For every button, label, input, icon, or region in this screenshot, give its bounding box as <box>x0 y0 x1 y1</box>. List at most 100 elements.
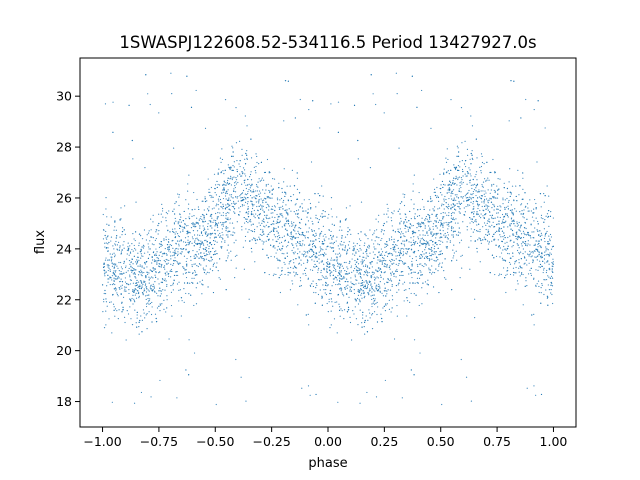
data-point <box>228 166 231 169</box>
data-point <box>226 183 228 185</box>
data-point <box>223 189 225 191</box>
data-point <box>422 282 424 284</box>
data-point <box>498 246 500 248</box>
data-point <box>195 303 198 305</box>
data-point <box>188 203 190 205</box>
data-point <box>362 260 364 262</box>
data-point <box>229 167 231 170</box>
data-point <box>386 251 388 253</box>
data-point <box>298 227 300 229</box>
data-point <box>159 304 162 306</box>
data-point <box>291 280 293 282</box>
data-point <box>419 208 421 210</box>
data-point <box>506 248 509 250</box>
data-point <box>337 245 339 247</box>
data-point <box>231 145 233 147</box>
data-point <box>398 259 400 262</box>
data-point <box>294 266 297 269</box>
data-point <box>216 223 218 225</box>
data-point <box>145 291 148 293</box>
data-point <box>261 220 263 222</box>
data-point <box>430 248 432 251</box>
data-point <box>540 246 542 249</box>
data-point <box>103 263 105 265</box>
data-point <box>456 259 458 261</box>
data-point <box>225 204 227 206</box>
data-point <box>529 269 531 271</box>
data-point <box>515 210 517 212</box>
data-point <box>214 253 216 255</box>
data-point <box>483 217 486 219</box>
data-point <box>296 188 299 190</box>
data-point <box>398 231 400 234</box>
data-point <box>350 286 353 288</box>
data-point <box>508 181 510 183</box>
data-point <box>482 209 484 211</box>
data-point <box>279 220 281 222</box>
data-point <box>246 158 248 161</box>
data-point <box>509 225 511 227</box>
data-point <box>158 283 160 285</box>
data-point <box>480 153 483 155</box>
data-point <box>140 269 142 271</box>
data-point <box>235 202 237 204</box>
data-point <box>131 297 133 300</box>
data-point <box>451 206 453 208</box>
data-point <box>467 192 469 194</box>
data-point <box>307 278 309 280</box>
data-point <box>195 238 197 240</box>
data-point <box>160 281 162 283</box>
data-point <box>246 211 248 213</box>
data-point <box>406 221 408 223</box>
data-point <box>421 264 423 267</box>
data-point <box>511 212 513 214</box>
data-point <box>428 218 431 220</box>
data-point <box>227 179 229 182</box>
data-point <box>346 266 348 268</box>
data-point <box>269 231 271 234</box>
data-point <box>198 242 200 245</box>
data-point <box>125 265 127 267</box>
data-point <box>463 207 465 209</box>
data-point <box>137 256 139 258</box>
data-point <box>391 239 393 241</box>
data-point <box>171 93 173 95</box>
data-point <box>175 252 177 255</box>
data-point <box>452 189 455 191</box>
data-point <box>227 199 229 201</box>
data-point <box>268 197 271 199</box>
data-point <box>360 239 362 242</box>
data-point <box>138 244 140 247</box>
data-point <box>368 245 371 247</box>
data-point <box>158 213 160 215</box>
data-point <box>196 274 198 276</box>
data-point <box>132 158 134 160</box>
data-point <box>488 218 490 220</box>
data-point <box>322 235 324 237</box>
data-point <box>185 249 187 251</box>
data-point <box>552 263 554 266</box>
data-point <box>434 194 437 197</box>
data-point <box>428 267 430 269</box>
data-point <box>159 271 161 273</box>
data-point <box>199 252 202 254</box>
data-point <box>104 289 106 292</box>
data-point <box>307 231 309 233</box>
data-point <box>445 202 447 204</box>
data-point <box>476 191 479 193</box>
data-point <box>228 219 230 221</box>
data-point <box>325 253 327 255</box>
data-point <box>542 217 544 220</box>
data-point <box>135 277 137 279</box>
data-point <box>356 271 358 273</box>
data-point <box>341 248 344 250</box>
data-point <box>475 187 477 189</box>
data-point <box>245 187 247 190</box>
data-point <box>366 249 368 251</box>
data-point <box>145 305 148 308</box>
data-point <box>472 203 474 205</box>
data-point <box>365 257 367 259</box>
data-point <box>518 236 521 238</box>
data-point <box>524 251 526 253</box>
data-point <box>301 233 304 235</box>
